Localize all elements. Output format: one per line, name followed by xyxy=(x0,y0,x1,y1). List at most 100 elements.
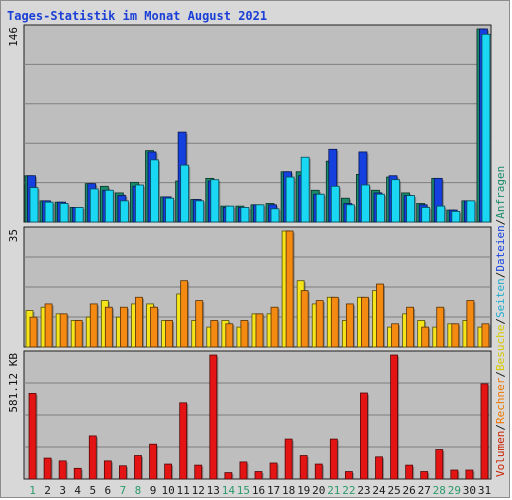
bar-rechner-day-21 xyxy=(330,296,339,348)
bar-volumen-day-3 xyxy=(58,460,67,480)
bar-volumen-day-20 xyxy=(314,463,323,480)
bar-volumen-day-30 xyxy=(465,469,474,480)
legend-separator: / xyxy=(494,424,507,431)
bar-seiten-day-22 xyxy=(345,204,355,223)
bar-volumen-day-22 xyxy=(344,471,353,480)
bar-volumen-day-10 xyxy=(164,463,173,480)
x-tick-label: 9 xyxy=(150,484,157,497)
legend-item-seiten: Seiten xyxy=(494,278,507,318)
x-tick-label: 27 xyxy=(418,484,431,497)
bar-rechner-day-15 xyxy=(240,320,249,348)
bar-volumen-day-17 xyxy=(269,462,278,480)
x-tick-label: 31 xyxy=(478,484,491,497)
bar-rechner-day-11 xyxy=(180,280,189,348)
bar-rechner-day-26 xyxy=(406,306,415,348)
bar-seiten-day-2 xyxy=(44,201,54,223)
x-tick-label: 10 xyxy=(161,484,174,497)
x-tick-label: 28 xyxy=(433,484,446,497)
bar-volumen-day-6 xyxy=(103,460,112,480)
bar-seiten-day-17 xyxy=(270,208,280,223)
bar-seiten-day-13 xyxy=(210,179,220,223)
bar-seiten-day-29 xyxy=(451,211,461,223)
bar-seiten-day-6 xyxy=(104,189,114,223)
bar-rechner-day-18 xyxy=(285,230,294,348)
bar-seiten-day-9 xyxy=(150,159,159,223)
bar-volumen-day-27 xyxy=(420,471,429,480)
bar-volumen-day-9 xyxy=(149,443,157,480)
bar-rechner-day-28 xyxy=(436,306,445,348)
bar-seiten-day-24 xyxy=(376,193,385,223)
bar-rechner-day-3 xyxy=(59,313,68,348)
x-tick-label: 30 xyxy=(463,484,476,497)
x-tick-label: 8 xyxy=(135,484,142,497)
bar-volumen-day-19 xyxy=(299,455,308,480)
bar-seiten-day-8 xyxy=(135,184,144,223)
bar-seiten-day-7 xyxy=(119,200,129,223)
x-tick-label: 13 xyxy=(207,484,220,497)
bar-seiten-day-5 xyxy=(89,188,99,223)
bar-volumen-day-18 xyxy=(284,438,293,480)
bar-rechner-day-4 xyxy=(74,320,83,348)
bar-rechner-day-5 xyxy=(89,303,98,348)
bar-volumen-day-28 xyxy=(435,449,444,480)
x-tick-label: 18 xyxy=(282,484,295,497)
bar-seiten-day-30 xyxy=(466,200,476,223)
x-tick-label: 22 xyxy=(342,484,355,497)
bar-volumen-day-21 xyxy=(329,438,338,480)
bar-rechner-day-29 xyxy=(451,323,460,348)
bar-seiten-day-31 xyxy=(481,33,491,223)
bar-seiten-day-23 xyxy=(361,184,370,223)
bar-rechner-day-27 xyxy=(421,326,430,348)
bar-rechner-day-2 xyxy=(44,303,53,348)
bar-seiten-day-10 xyxy=(165,197,174,223)
legend-item-anfragen: Anfragen xyxy=(494,166,507,219)
bar-volumen-day-7 xyxy=(119,465,127,480)
bar-seiten-day-25 xyxy=(391,179,400,223)
bar-rechner-day-13 xyxy=(210,320,219,348)
bar-volumen-day-14 xyxy=(224,472,233,480)
bar-rechner-day-25 xyxy=(391,323,399,348)
x-tick-label: 25 xyxy=(387,484,400,497)
bar-volumen-day-2 xyxy=(43,457,52,480)
bar-volumen-day-26 xyxy=(405,464,414,480)
bar-rechner-day-24 xyxy=(376,283,384,348)
x-tick-label: 3 xyxy=(59,484,66,497)
bar-seiten-day-12 xyxy=(195,200,205,223)
bar-seiten-day-1 xyxy=(29,187,39,223)
legend-item-besuche: Besuche xyxy=(494,325,507,371)
bar-seiten-day-21 xyxy=(330,185,340,223)
x-tick-label: 11 xyxy=(177,484,190,497)
bar-rechner-day-14 xyxy=(225,323,234,348)
legend-right: Volumen/Rechner/Besuche/Seiten/Dateien/A… xyxy=(494,166,507,477)
x-tick-label: 1 xyxy=(29,484,36,497)
bar-rechner-day-20 xyxy=(315,300,324,348)
bar-seiten-day-15 xyxy=(240,207,250,223)
x-tick-label: 17 xyxy=(267,484,280,497)
bar-volumen-day-29 xyxy=(450,469,459,480)
x-tick-label: 7 xyxy=(120,484,127,497)
bar-volumen-day-15 xyxy=(239,461,248,480)
x-tick-label: 15 xyxy=(237,484,250,497)
x-tick-label: 2 xyxy=(44,484,51,497)
bar-rechner-day-6 xyxy=(104,306,113,348)
bar-rechner-day-23 xyxy=(361,296,369,348)
bar-rechner-day-30 xyxy=(466,300,475,348)
bar-seiten-day-28 xyxy=(436,205,446,223)
bar-rechner-day-19 xyxy=(300,290,309,348)
x-tick-label: 4 xyxy=(74,484,81,497)
legend-item-dateien: Dateien xyxy=(494,225,507,271)
x-tick-label: 5 xyxy=(89,484,96,497)
chart-title: Tages-Statistik im Monat August 2021 xyxy=(7,9,268,23)
x-tick-label: 19 xyxy=(297,484,310,497)
y-max-label: 35 xyxy=(7,229,20,242)
legend-item-rechner: Rechner xyxy=(494,377,507,424)
x-tick-label: 24 xyxy=(372,484,386,497)
bar-volumen-day-8 xyxy=(134,455,142,480)
bar-volumen-day-1 xyxy=(28,393,37,480)
bar-volumen-day-4 xyxy=(73,467,82,480)
bar-seiten-day-4 xyxy=(74,207,84,223)
bar-rechner-day-17 xyxy=(270,306,279,348)
bar-volumen-day-23 xyxy=(360,392,368,480)
